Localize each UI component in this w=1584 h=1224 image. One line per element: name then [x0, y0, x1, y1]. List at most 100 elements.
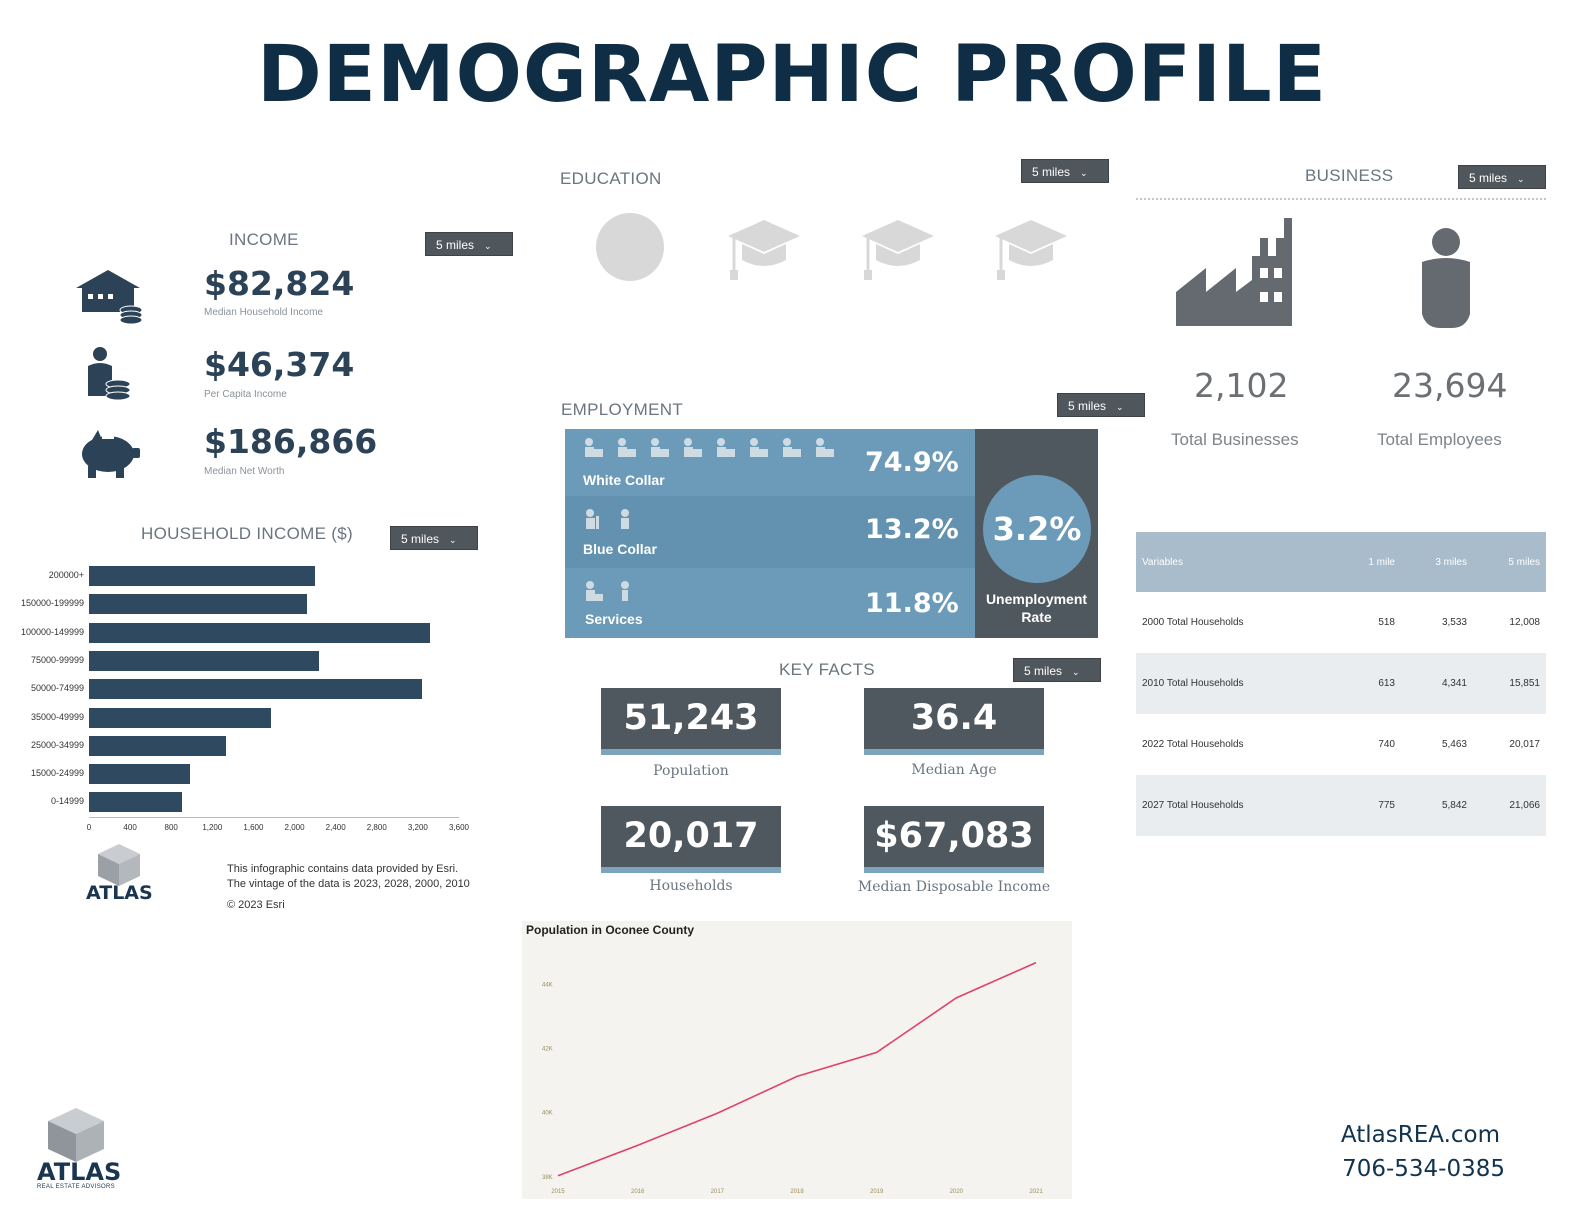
circle-icon	[596, 213, 664, 281]
esri-note: This infographic contains data provided …	[227, 862, 470, 913]
median-age-label: Median Age	[911, 762, 997, 778]
income-bar	[89, 707, 271, 728]
table-cell: 2027 Total Households	[1136, 775, 1331, 836]
atlas-cube-logo-small	[98, 844, 140, 886]
employment-radius-dropdown[interactable]: 5 miles ⌄	[1057, 393, 1145, 417]
white-collar-icons	[583, 437, 847, 459]
bar-category-label: 150000-199999	[20, 598, 84, 609]
households-value: 20,017	[601, 806, 781, 873]
education-some-college: 22% Some College	[831, 198, 964, 381]
population-chart-panel: Population in Oconee County 38K 40K 42K 44K…	[522, 921, 1072, 1199]
x-tick-label: 2015	[551, 1189, 565, 1195]
population-value: 51,243	[601, 688, 781, 755]
population-chart-title: Population in Oconee County	[526, 923, 694, 937]
bar-category-label: 25000-34999	[30, 739, 84, 750]
contact-website[interactable]: AtlasREA.com	[1340, 1122, 1500, 1148]
x-tick-label: 2018	[790, 1189, 804, 1195]
employment-heading: EMPLOYMENT	[561, 400, 684, 419]
table-header: 5 miles	[1473, 532, 1546, 592]
median-age-value: 36.4	[864, 688, 1044, 755]
table-header-row: Variables 1 mile 3 miles 5 miles	[1136, 532, 1546, 592]
bar-category-label: 50000-74999	[30, 683, 84, 694]
x-tick-label: 2019	[870, 1189, 884, 1195]
income-bar	[89, 622, 431, 643]
office-worker-icon	[651, 438, 669, 457]
total-businesses-value: 2,102	[1194, 366, 1289, 405]
education-label: Bachelor's/Grad/Prof Degree	[977, 328, 1085, 359]
income-bar	[89, 650, 320, 671]
median-disposable-income-value: $67,083	[864, 806, 1044, 873]
household-income-heading: HOUSEHOLD INCOME ($)	[141, 524, 353, 543]
dropdown-label: 5 miles	[1032, 165, 1071, 179]
income-bar	[89, 735, 226, 756]
education-heading: EDUCATION	[560, 169, 662, 188]
graduation-cap-icon	[861, 220, 934, 280]
employment-blue-collar: Blue Collar 13.2%	[565, 496, 975, 568]
key-facts-radius-dropdown[interactable]: 5 miles ⌄	[1013, 658, 1101, 682]
graduation-cap-icon	[995, 220, 1067, 280]
table-cell: 740	[1378, 739, 1395, 750]
dropdown-label: 5 miles	[401, 532, 440, 546]
education-bachelors: 59% Bachelor's/Grad/Prof Degree	[964, 198, 1098, 381]
chevron-down-icon: ⌄	[484, 241, 492, 251]
person-coins-icon	[88, 347, 131, 401]
office-worker-icon	[750, 438, 768, 457]
bar-category-label: 0-14999	[50, 796, 84, 807]
office-worker-icon	[618, 438, 636, 457]
education-pct: 4%	[608, 299, 652, 328]
households-label: Households	[649, 878, 733, 894]
contact-phone: 706-534-0385	[1342, 1156, 1505, 1182]
income-bar	[89, 792, 182, 813]
business-radius-dropdown[interactable]: 5 miles ⌄	[1458, 165, 1546, 189]
chevron-down-icon: ⌄	[1517, 174, 1525, 184]
median-household-income-label: Median Household Income	[204, 307, 323, 318]
esri-copyright: © 2023 Esri	[227, 899, 285, 911]
x-tick-label: 2,400	[325, 822, 346, 832]
factory-icon	[1176, 218, 1292, 326]
education-label: No High School Diploma	[577, 334, 683, 365]
business-divider	[1136, 198, 1546, 200]
employment-label: White Collar	[583, 472, 665, 488]
bar-category-label: 200000+	[48, 570, 84, 580]
x-tick-label: 400	[123, 822, 137, 832]
y-tick-label: 40K	[542, 1111, 553, 1117]
service-worker-icon	[586, 581, 603, 601]
employment-pct: 13.2%	[865, 514, 959, 545]
table-row: 2000 Total Households 518 3,533 12,008	[1136, 592, 1546, 653]
dropdown-label: 5 miles	[1024, 664, 1063, 678]
table-row: 2010 Total Households 613 4,341 15,851	[1136, 653, 1546, 714]
education-high-school: 16% High School Graduate	[697, 198, 831, 381]
education-radius-dropdown[interactable]: 5 miles ⌄	[1021, 159, 1109, 183]
table-row: 2027 Total Households 775 5,842 21,066	[1136, 775, 1546, 836]
x-tick-label: 1,600	[243, 822, 264, 832]
table-header: Variables	[1136, 532, 1331, 592]
table-cell: 21,066	[1473, 775, 1546, 836]
x-tick-label: 0	[86, 822, 92, 832]
dropdown-label: 5 miles	[436, 238, 475, 252]
income-radius-dropdown[interactable]: 5 miles ⌄	[425, 232, 513, 256]
atlas-cube-logo	[48, 1108, 104, 1162]
employment-services: Services 11.8%	[565, 568, 975, 638]
chevron-down-icon: ⌄	[1080, 168, 1088, 178]
per-capita-income-value: $46,374	[204, 345, 355, 384]
table-cell: 15,851	[1473, 653, 1546, 714]
employment-label: Blue Collar	[583, 541, 657, 557]
dropdown-label: 5 miles	[1068, 399, 1107, 413]
household-income-radius-dropdown[interactable]: 5 miles ⌄	[390, 526, 478, 550]
total-employees-value: 23,694	[1392, 366, 1508, 405]
income-bar	[89, 594, 307, 615]
y-tick-label: 38K	[542, 1175, 553, 1181]
worker-icon	[586, 509, 599, 529]
median-net-worth-value: $186,866	[204, 422, 378, 461]
esri-note-line: This infographic contains data provided …	[227, 863, 459, 875]
unemployment-panel: 3.2% Unemployment Rate	[975, 429, 1098, 638]
employment-white-collar: White Collar 74.9%	[565, 429, 975, 496]
chevron-down-icon: ⌄	[449, 535, 457, 545]
bar-category-label: 15000-24999	[30, 768, 84, 779]
income-bar	[89, 566, 316, 586]
office-worker-icon	[783, 438, 801, 457]
table-header: 3 miles	[1401, 532, 1473, 592]
unemployment-rate-value: 3.2%	[983, 475, 1091, 583]
chevron-down-icon: ⌄	[1072, 667, 1080, 677]
table-cell: 20,017	[1509, 739, 1540, 750]
